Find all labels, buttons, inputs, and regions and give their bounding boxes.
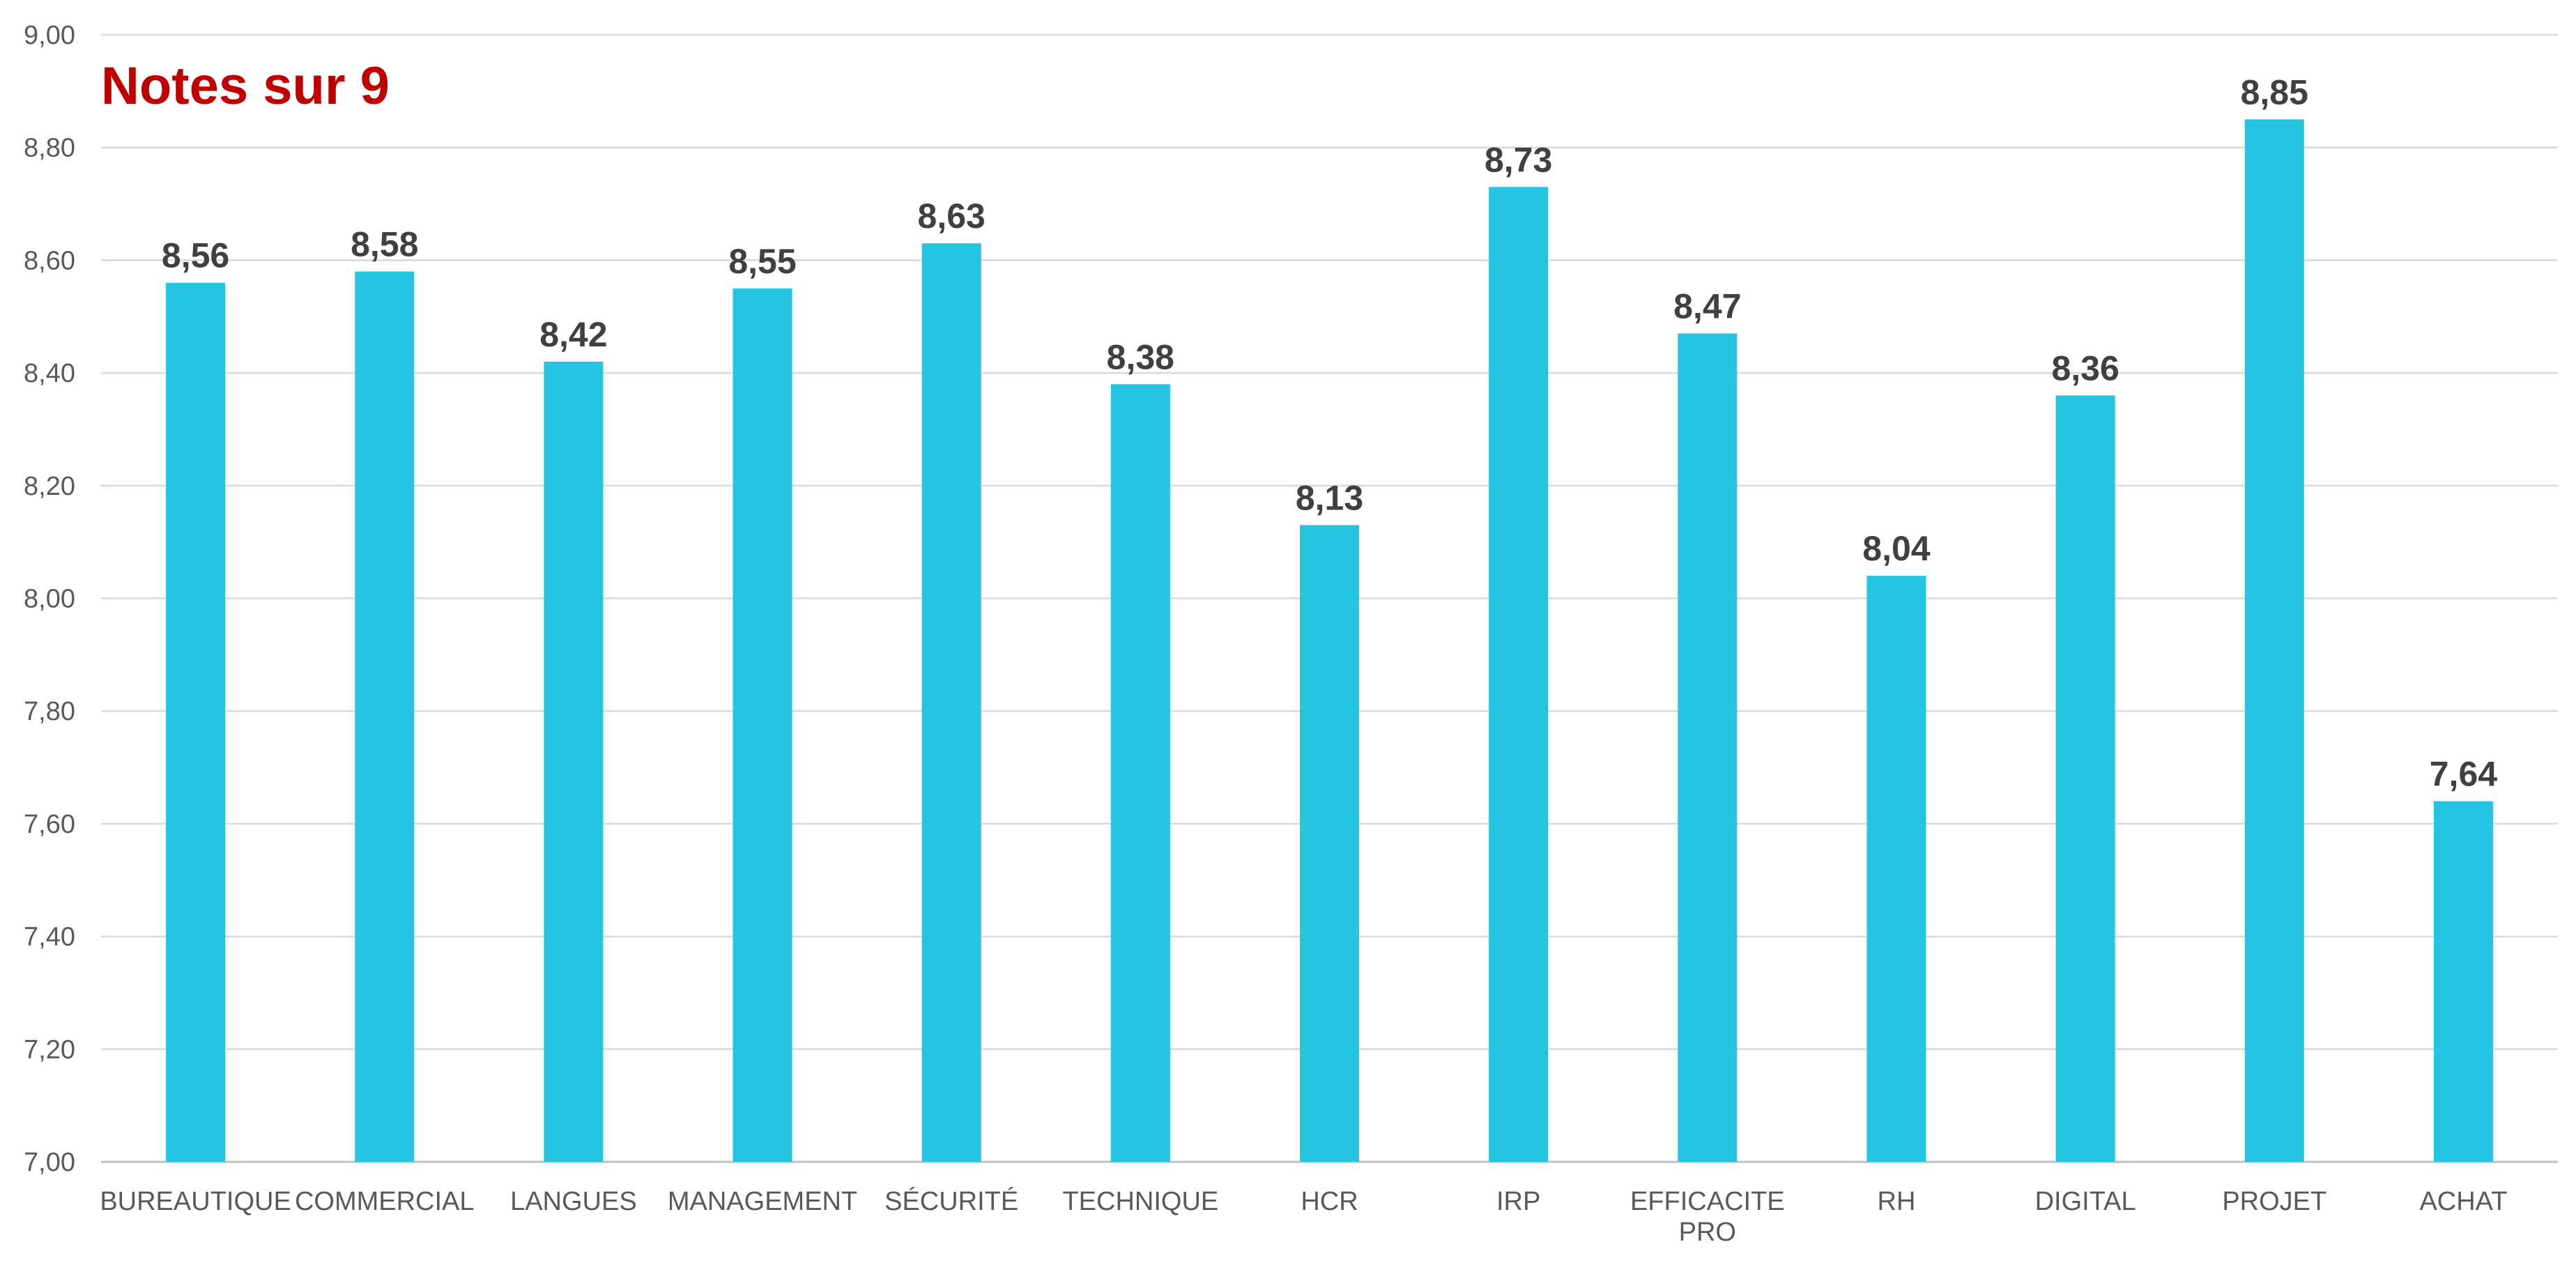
bar [166,282,226,1162]
y-tick-label: 7,60 [24,810,75,839]
y-tick-label: 7,40 [24,923,75,952]
data-labels: 8,56 8,58 8,42 8,55 8,63 8,38 8,13 8,73 8,47 8,04… [162,72,2497,793]
data-label: 8,47 [1673,287,1741,326]
y-tick-label: 7,20 [24,1035,75,1064]
x-tick-label: TECHNIQUE [1062,1187,1218,1216]
data-label: 8,55 [728,242,796,281]
data-label: 8,63 [918,197,986,236]
bar [1489,187,1549,1162]
x-tick-label: HCR [1301,1187,1358,1216]
bar [1110,384,1170,1162]
bar [544,361,604,1163]
y-tick-label: 7,00 [24,1148,75,1177]
x-tick-label: EFFICACITE [1630,1187,1785,1216]
bar [2055,395,2115,1163]
y-tick-label: 8,00 [24,585,75,614]
data-label: 8,04 [1862,529,1931,568]
bar [2433,801,2493,1162]
x-tick-label: DIGITAL [2035,1187,2136,1216]
x-tick-label: ACHAT [2419,1187,2507,1216]
x-axis-tick-labels: BUREAUTIQUE COMMERCIAL LANGUES MANAGEMENT SÉ… [100,1186,2507,1247]
bar [733,288,792,1163]
bars [166,119,2493,1163]
data-label: 8,13 [1296,478,1363,517]
y-tick-label: 8,20 [24,472,75,501]
chart-title: Notes sur 9 [101,56,390,116]
bar [355,271,415,1162]
data-label: 8,58 [351,225,418,264]
data-label: 8,38 [1107,337,1174,376]
data-label: 7,64 [2430,755,2498,794]
x-tick-label: IRP [1496,1187,1540,1216]
x-tick-label: LANGUES [510,1187,637,1216]
y-tick-label: 8,80 [24,134,75,163]
y-axis-tick-labels: 7,00 7,20 7,40 7,60 7,80 8,00 8,20 8,40 8,60 8,80… [24,21,75,1177]
x-tick-label: SÉCURITÉ [884,1186,1018,1216]
x-tick-label: PROJET [2222,1187,2326,1216]
bar [1678,333,1738,1162]
y-tick-label: 7,80 [24,697,75,726]
data-label: 8,85 [2241,72,2308,112]
y-tick-label: 8,60 [24,246,75,275]
data-label: 8,42 [539,315,607,354]
x-tick-label: MANAGEMENT [668,1187,857,1216]
x-tick-label: PRO [1679,1218,1736,1247]
y-tick-label: 8,40 [24,359,75,388]
bar [1866,576,1926,1162]
data-label: 8,56 [162,236,229,275]
x-tick-label: BUREAUTIQUE [100,1187,291,1216]
bar [1300,525,1359,1162]
data-label: 8,73 [1485,140,1552,179]
data-label: 8,36 [2051,348,2119,388]
x-tick-label: RH [1878,1187,1916,1216]
bar [2244,119,2304,1162]
bar [921,243,981,1162]
x-tick-label: COMMERCIAL [295,1187,475,1216]
y-tick-label: 9,00 [24,21,75,50]
